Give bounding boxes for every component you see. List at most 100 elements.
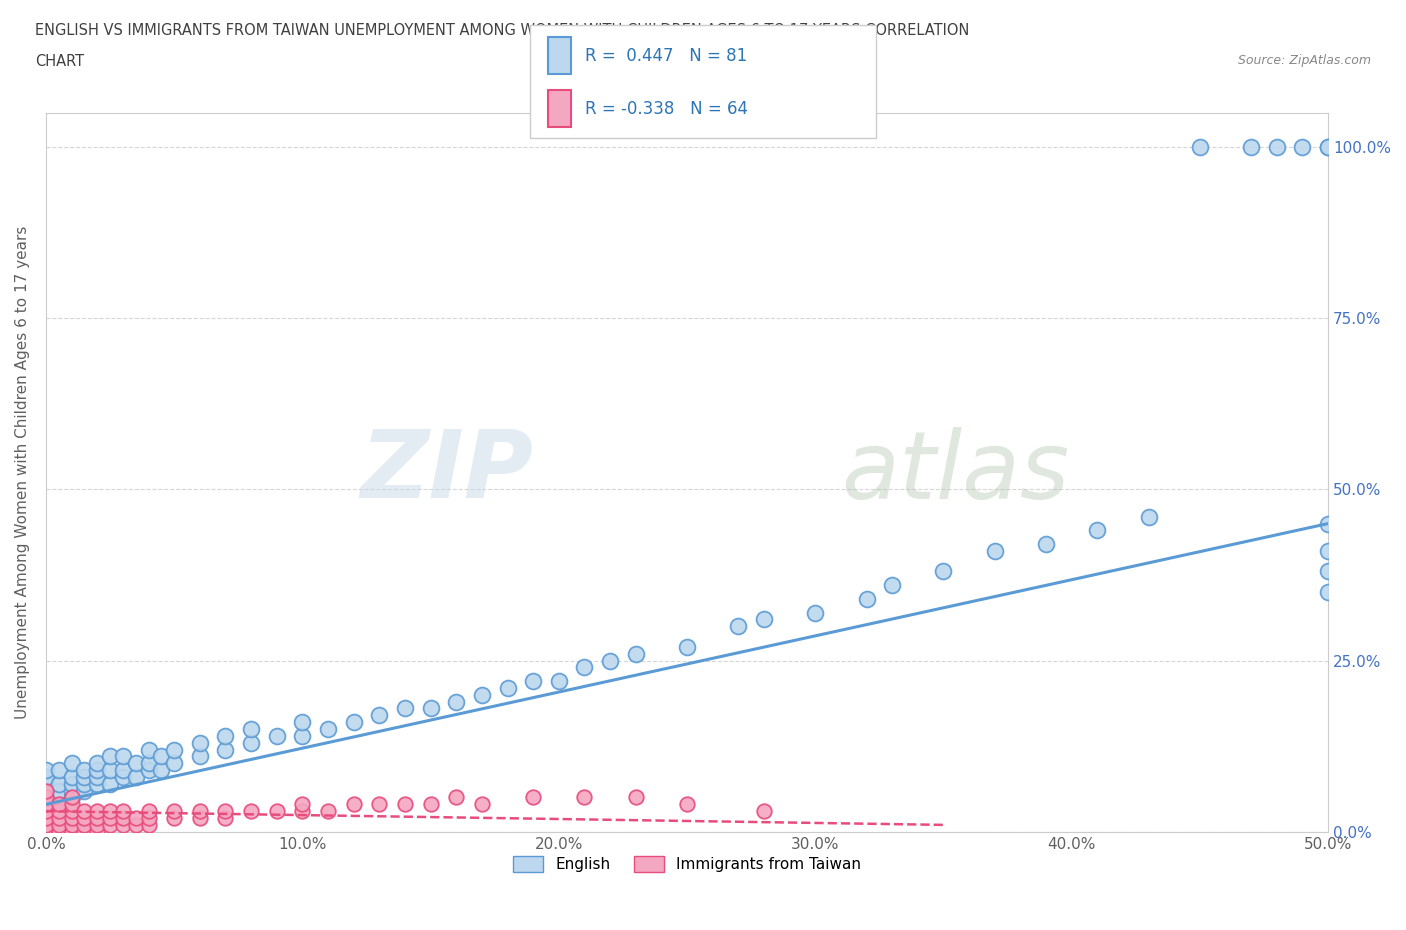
Point <box>522 673 544 688</box>
Point <box>60 790 83 805</box>
Point <box>291 804 314 818</box>
Point <box>266 728 288 743</box>
Point <box>73 777 96 791</box>
Point <box>48 797 70 812</box>
Point <box>574 660 596 675</box>
Point <box>150 749 173 764</box>
Point <box>125 756 148 771</box>
Point <box>394 797 416 812</box>
Point <box>163 756 186 771</box>
Point <box>163 811 186 826</box>
Point <box>446 694 468 709</box>
Point <box>60 811 83 826</box>
Point <box>35 763 58 777</box>
Point <box>60 777 83 791</box>
Point <box>60 769 83 784</box>
Point <box>291 797 314 812</box>
Point <box>752 612 775 627</box>
Point <box>1317 543 1340 558</box>
Point <box>73 811 96 826</box>
Point <box>73 817 96 832</box>
Point <box>1291 140 1313 154</box>
Point <box>932 565 955 579</box>
Point <box>48 824 70 839</box>
Point <box>1317 140 1340 154</box>
Point <box>35 769 58 784</box>
Point <box>86 817 108 832</box>
Point <box>522 790 544 805</box>
Point <box>138 817 160 832</box>
Point <box>316 804 339 818</box>
Point <box>804 605 827 620</box>
Point <box>48 777 70 791</box>
Point <box>111 749 134 764</box>
Point <box>48 804 70 818</box>
Point <box>98 777 121 791</box>
Point <box>73 763 96 777</box>
Point <box>624 646 647 661</box>
Point <box>138 763 160 777</box>
Point <box>98 749 121 764</box>
Point <box>291 715 314 730</box>
Point <box>111 811 134 826</box>
Point <box>73 804 96 818</box>
Point <box>676 640 699 655</box>
Point <box>111 804 134 818</box>
Point <box>419 701 441 716</box>
Point <box>266 804 288 818</box>
Point <box>446 790 468 805</box>
Point <box>138 742 160 757</box>
Text: ZIP: ZIP <box>360 426 533 518</box>
Point <box>138 804 160 818</box>
Point <box>368 708 391 723</box>
Point <box>98 804 121 818</box>
Point <box>111 769 134 784</box>
Point <box>163 804 186 818</box>
Point <box>188 749 211 764</box>
Point <box>48 763 70 777</box>
Point <box>394 701 416 716</box>
Point <box>150 763 173 777</box>
Point <box>48 783 70 798</box>
Point <box>547 673 569 688</box>
Point <box>752 804 775 818</box>
Y-axis label: Unemployment Among Women with Children Ages 6 to 17 years: Unemployment Among Women with Children A… <box>15 225 30 719</box>
Point <box>240 804 263 818</box>
Point <box>98 763 121 777</box>
Point <box>86 777 108 791</box>
Point <box>35 824 58 839</box>
Point <box>48 817 70 832</box>
Point <box>624 790 647 805</box>
Point <box>86 769 108 784</box>
Text: CHART: CHART <box>35 54 84 69</box>
Point <box>86 824 108 839</box>
Text: Source: ZipAtlas.com: Source: ZipAtlas.com <box>1237 54 1371 67</box>
Point <box>471 687 494 702</box>
Point <box>48 824 70 839</box>
Point <box>240 722 263 737</box>
Point <box>35 797 58 812</box>
Point <box>214 804 236 818</box>
Point <box>86 804 108 818</box>
Point <box>1317 565 1340 579</box>
Point <box>86 756 108 771</box>
Point <box>1188 140 1211 154</box>
Point <box>368 797 391 812</box>
Point <box>35 777 58 791</box>
Point <box>60 824 83 839</box>
Point <box>35 824 58 839</box>
Point <box>125 817 148 832</box>
Point <box>73 783 96 798</box>
Point <box>574 790 596 805</box>
Point <box>48 811 70 826</box>
Point <box>188 736 211 751</box>
Point <box>727 618 749 633</box>
Text: ENGLISH VS IMMIGRANTS FROM TAIWAN UNEMPLOYMENT AMONG WOMEN WITH CHILDREN AGES 6 : ENGLISH VS IMMIGRANTS FROM TAIWAN UNEMPL… <box>35 23 970 38</box>
Point <box>163 742 186 757</box>
Point <box>35 824 58 839</box>
Point <box>1265 140 1288 154</box>
Point <box>111 817 134 832</box>
Point <box>98 817 121 832</box>
Point <box>35 783 58 798</box>
Point <box>343 715 366 730</box>
